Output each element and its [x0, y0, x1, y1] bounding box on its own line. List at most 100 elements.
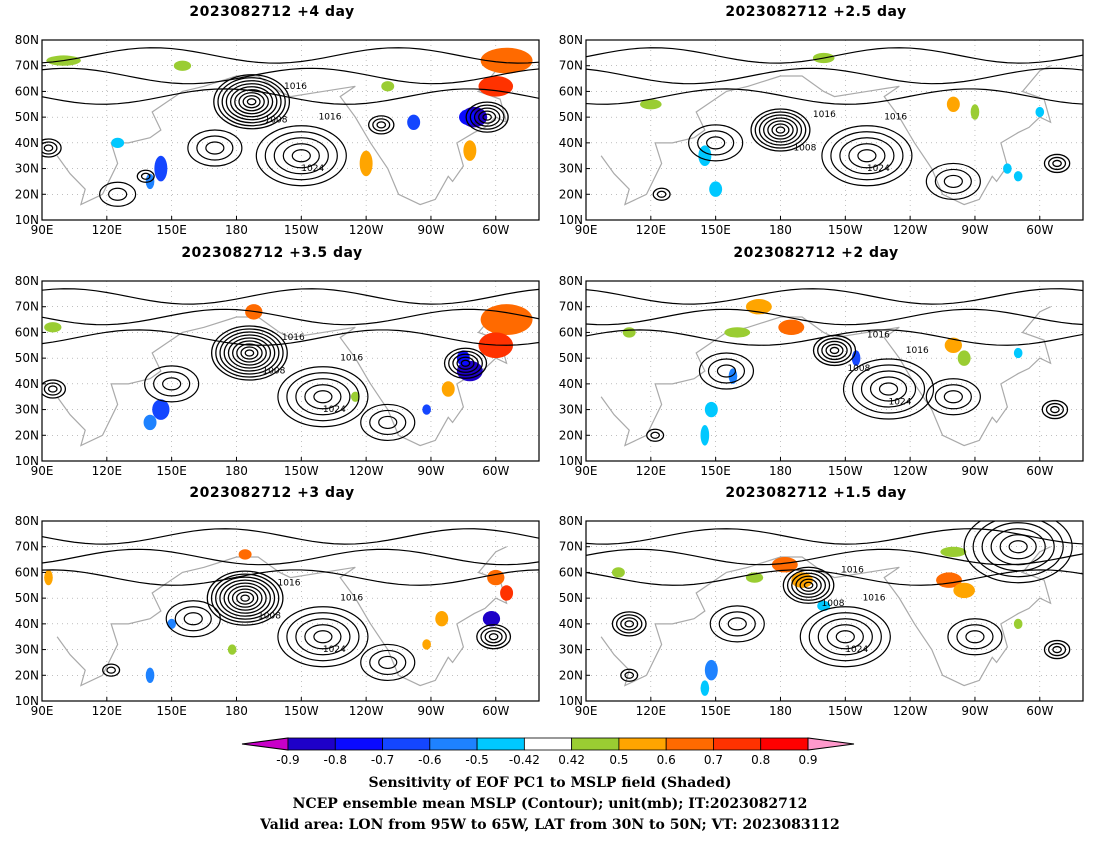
isobar-contour: [369, 649, 407, 676]
isobar-contour: [803, 581, 814, 589]
panel-title: 2023082712 +4 day: [189, 4, 355, 20]
isobar-label: 1008: [822, 599, 845, 609]
isobar-contour: [369, 409, 407, 436]
isobar-contour: [165, 600, 221, 638]
longitude-label: 90E: [575, 704, 598, 718]
sensitivity-shading: [611, 567, 625, 578]
longitude-label: 150E: [156, 464, 187, 478]
isobar-contour: [615, 614, 643, 634]
latitude-label: 30N: [15, 403, 39, 417]
sensitivity-shading: [359, 150, 373, 177]
isobar-contour: [236, 343, 263, 363]
sensitivity-shading: [1013, 618, 1023, 629]
isobar-contour: [223, 334, 276, 372]
isobar-contour: [826, 624, 864, 650]
sensitivity-shading: [111, 137, 125, 149]
panel-plus-3-day: 2023082712 +3 day 1008 1024 1016 1016 80N 70N…: [2, 485, 542, 725]
latitude-label: 30N: [559, 403, 583, 417]
isobar-contour: [727, 617, 747, 631]
panel-title: 2023082712 +3 day: [189, 485, 355, 501]
isobar-contour: [586, 569, 1083, 586]
colorbar-swatch: [429, 737, 478, 751]
isobar-contour: [586, 329, 1083, 346]
longitude-label: 150W: [284, 704, 319, 718]
isobar-contour: [219, 579, 271, 617]
longitude-label: 90W: [961, 223, 988, 237]
isobar-contour: [1043, 639, 1071, 660]
isobar-label: 1024: [889, 397, 912, 407]
isobar-contour: [586, 47, 1083, 64]
isobar-contour: [812, 334, 857, 367]
map-frame: [585, 280, 1084, 462]
colorbar-level-label: 0.7: [704, 753, 723, 767]
isobar-label: 1016: [319, 113, 342, 123]
latitude-label: 70N: [559, 540, 583, 554]
longitude-label: 120W: [893, 464, 928, 478]
longitude-label: 150E: [156, 704, 187, 718]
sensitivity-shading: [480, 47, 533, 74]
longitude-label: 90E: [31, 704, 54, 718]
colorbar-level-label: -0.5: [465, 753, 488, 767]
coastline: [56, 546, 508, 687]
isobar-contour: [860, 370, 917, 408]
colorbar-swatch: [334, 737, 383, 751]
isobar-contour: [469, 104, 505, 130]
isobar-contour: [586, 528, 1083, 545]
isobar-contour: [162, 377, 182, 391]
isobar-contour: [215, 328, 284, 378]
isobar-contour: [460, 359, 471, 367]
colorbar-swatch: [523, 737, 573, 751]
sensitivity-shading: [700, 425, 710, 446]
panel-title: 2023082712 +2.5 day: [725, 4, 907, 20]
isobar-label: 1008: [847, 364, 870, 374]
isobar-contour: [227, 337, 272, 369]
isobar-contour: [480, 627, 507, 647]
longitude-label: 90W: [961, 704, 988, 718]
isobar-contour: [140, 172, 151, 180]
latitude-label: 30N: [15, 643, 39, 657]
latitude-label: 60N: [15, 565, 39, 579]
latitude-label: 10N: [559, 213, 583, 227]
map-plus-3-day: 1008 1024 1016 1016 80N 70N 60N 50N 40N 30N 20N 10N…: [15, 514, 540, 718]
map-plus-2-5-day: 1008 1024 1016 1016 80N 70N 60N 50N 40N 30N 20N 10N…: [559, 33, 1084, 237]
isobar-contour: [586, 548, 1083, 566]
coastline: [600, 306, 1052, 447]
longitude-label: 60W: [1026, 223, 1053, 237]
sensitivity-shading: [771, 557, 798, 573]
isobar-contour: [835, 630, 855, 644]
isobar-contour: [205, 141, 225, 155]
isobar-contour: [42, 329, 539, 346]
map-frame: [585, 520, 1084, 702]
isobar-contour: [656, 190, 667, 198]
isobar-contour: [236, 591, 255, 605]
map-plus-3-5-day: 1008 1024 1016 1016 80N 70N 60N 50N 40N 30N 20N 10N…: [15, 274, 540, 478]
map-frame: [41, 520, 540, 702]
longitude-label: 90W: [961, 464, 988, 478]
isobar-label: 1016: [906, 346, 929, 356]
latitude-label: 30N: [559, 643, 583, 657]
isobar-contour: [963, 521, 1073, 584]
isobar-contour: [716, 364, 737, 378]
isobar-contour: [775, 126, 786, 134]
panel-plus-3-5-day: 2023082712 +3.5 day 1008 1024 1016 1016 80N 7…: [2, 245, 542, 485]
isobar-contour: [763, 117, 798, 143]
isobar-label: 1016: [340, 354, 363, 364]
sensitivity-shading: [152, 399, 170, 420]
sensitivity-shading: [817, 600, 831, 611]
isobar-contour: [758, 114, 803, 146]
sensitivity-shading: [459, 109, 477, 125]
isobar-contour: [42, 47, 539, 64]
sensitivity-shading: [700, 680, 710, 696]
sensitivity-shading: [238, 549, 252, 560]
latitude-label: 10N: [15, 213, 39, 227]
isobar-contour: [650, 431, 660, 439]
isobar-contour: [1008, 540, 1028, 554]
sensitivity-shading: [407, 114, 421, 130]
sensitivity-shading: [944, 337, 962, 353]
sensitivity-shading: [167, 618, 176, 629]
longitude-label: 90W: [417, 464, 444, 478]
isobar-contour: [586, 308, 1083, 326]
latitude-label: 50N: [15, 110, 39, 124]
longitude-label: 60W: [482, 464, 509, 478]
isobar-contour: [857, 149, 877, 163]
